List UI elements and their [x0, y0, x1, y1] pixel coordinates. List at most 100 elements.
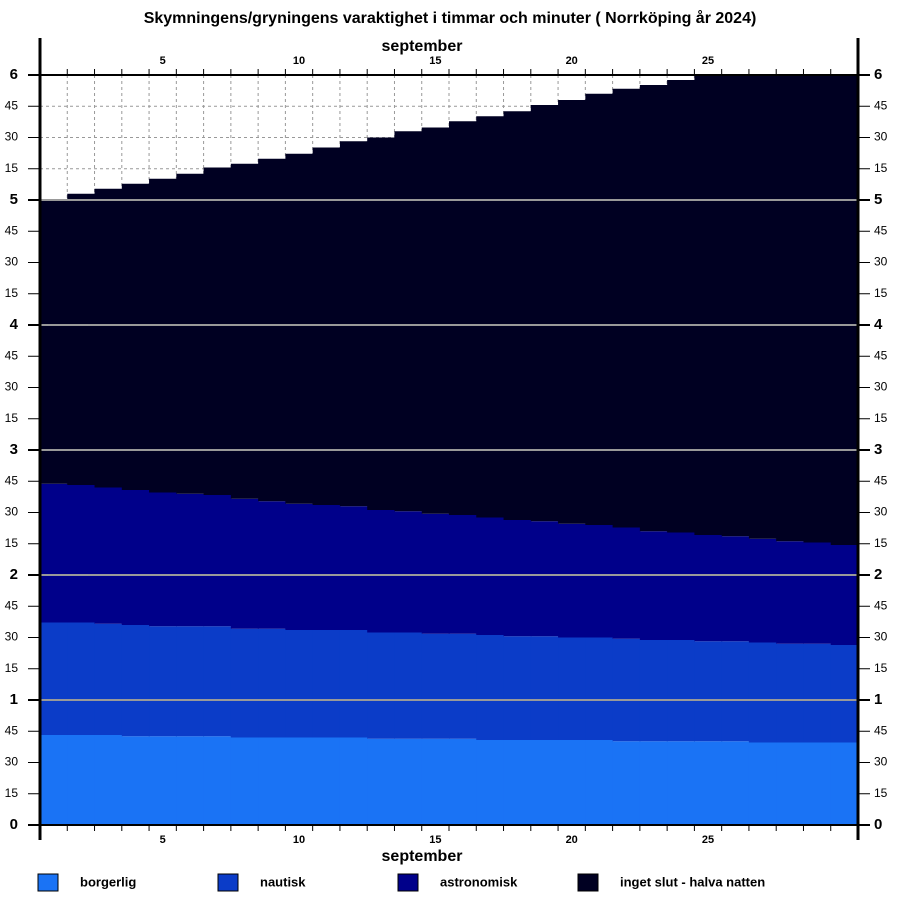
x-tick-label-bottom: 15	[429, 834, 441, 846]
y-tick-label-right: 30	[874, 255, 888, 269]
bar-segment	[585, 93, 614, 525]
legend-swatch	[37, 873, 59, 892]
bar-segment	[394, 632, 423, 739]
bar-segment	[421, 127, 450, 514]
legend-swatch	[577, 873, 599, 892]
bar-segment	[367, 632, 395, 739]
bar-segment	[67, 622, 96, 735]
bar-segment	[285, 153, 314, 504]
y-tick-label-right: 1	[874, 691, 882, 708]
bar-segment	[503, 636, 532, 740]
bar-segment	[258, 158, 286, 502]
bar-segment	[367, 137, 395, 510]
bar-segment	[258, 737, 286, 825]
y-tick-label-right: 45	[874, 598, 888, 612]
bar-segment	[40, 483, 68, 623]
bar-segment	[230, 163, 259, 499]
bar-segment	[503, 740, 532, 825]
bar-segment	[121, 183, 150, 490]
y-tick-label-left: 45	[5, 223, 19, 237]
bar-segment	[312, 505, 341, 630]
bar-segment	[203, 736, 232, 825]
y-tick-label-left: 45	[5, 348, 19, 362]
bar-segment	[40, 200, 68, 484]
y-tick-label-right: 30	[874, 380, 888, 394]
x-tick-label-bottom: 5	[160, 834, 166, 846]
bar-segment	[639, 640, 668, 742]
legend-label: nautisk	[260, 874, 306, 889]
bar-segment	[285, 630, 314, 738]
bar-segment	[558, 637, 586, 740]
bar-segment	[176, 626, 205, 737]
y-tick-label-right: 0	[874, 816, 882, 833]
bar-segment	[830, 742, 859, 825]
bar-segment	[530, 740, 559, 825]
bar-segment	[476, 740, 505, 825]
legend-label: borgerlig	[80, 874, 136, 889]
y-tick-label-right: 30	[874, 505, 888, 519]
x-tick-label-top: 25	[702, 55, 714, 67]
bar-segment	[558, 523, 586, 638]
bar-segment	[558, 740, 586, 825]
bar-segment	[230, 628, 259, 738]
bar-segment	[639, 531, 668, 640]
bar-segment	[285, 503, 314, 630]
bar-segment	[421, 738, 450, 825]
y-tick-label-right: 15	[874, 661, 888, 675]
bar-segment	[748, 538, 777, 643]
bar-segment	[94, 188, 123, 488]
x-tick-label-top: 20	[566, 55, 578, 67]
x-tick-label-top: 15	[429, 55, 441, 67]
bar-segment	[721, 641, 750, 742]
y-tick-label-left: 30	[5, 505, 19, 519]
y-tick-label-left: 30	[5, 380, 19, 394]
y-tick-label-right: 30	[874, 755, 888, 769]
bar-segment	[530, 636, 559, 740]
bar-segment	[721, 741, 750, 825]
bar-segment	[339, 737, 368, 825]
y-tick-label-right: 15	[874, 286, 888, 300]
bar-segment	[67, 735, 96, 825]
bar-segment	[612, 527, 641, 639]
bar-segment	[667, 80, 695, 533]
y-tick-label-left: 3	[10, 441, 18, 458]
bar-segment	[230, 737, 259, 825]
y-tick-label-left: 15	[5, 536, 19, 550]
bar-segment	[203, 626, 232, 737]
bar-segment	[339, 141, 368, 507]
bar-segment	[585, 740, 614, 825]
bar-segment	[748, 642, 777, 743]
bar-segment	[639, 85, 668, 532]
y-tick-label-left: 6	[10, 66, 18, 83]
bar-segment	[476, 635, 505, 740]
y-tick-label-right: 3	[874, 441, 882, 458]
bar-segment	[394, 131, 423, 512]
x-tick-label-bottom: 10	[293, 834, 305, 846]
y-tick-label-right: 15	[874, 411, 888, 425]
y-tick-label-right: 15	[874, 161, 888, 175]
bar-segment	[367, 738, 395, 825]
bar-segment	[776, 643, 804, 743]
bar-segment	[585, 525, 614, 638]
bar-segment	[449, 121, 477, 515]
y-tick-label-left: 30	[5, 630, 19, 644]
y-tick-label-left: 15	[5, 786, 19, 800]
legend-swatch	[397, 873, 419, 892]
bar-segment	[149, 626, 177, 737]
x-tick-label-top: 10	[293, 55, 305, 67]
bar-segment	[312, 147, 341, 505]
bar-segment	[612, 88, 641, 528]
y-tick-label-left: 1	[10, 691, 18, 708]
bar-segment	[721, 75, 750, 537]
y-tick-label-left: 15	[5, 286, 19, 300]
bar-segment	[694, 535, 723, 642]
bar-segment	[40, 622, 68, 735]
bar-segment	[230, 498, 259, 629]
y-tick-label-right: 45	[874, 473, 888, 487]
bar-segment	[776, 742, 804, 825]
bar-segment	[803, 643, 832, 743]
bar-segment	[176, 173, 205, 494]
bar-segment	[803, 75, 832, 543]
y-tick-label-right: 30	[874, 630, 888, 644]
bar-segment	[612, 741, 641, 825]
